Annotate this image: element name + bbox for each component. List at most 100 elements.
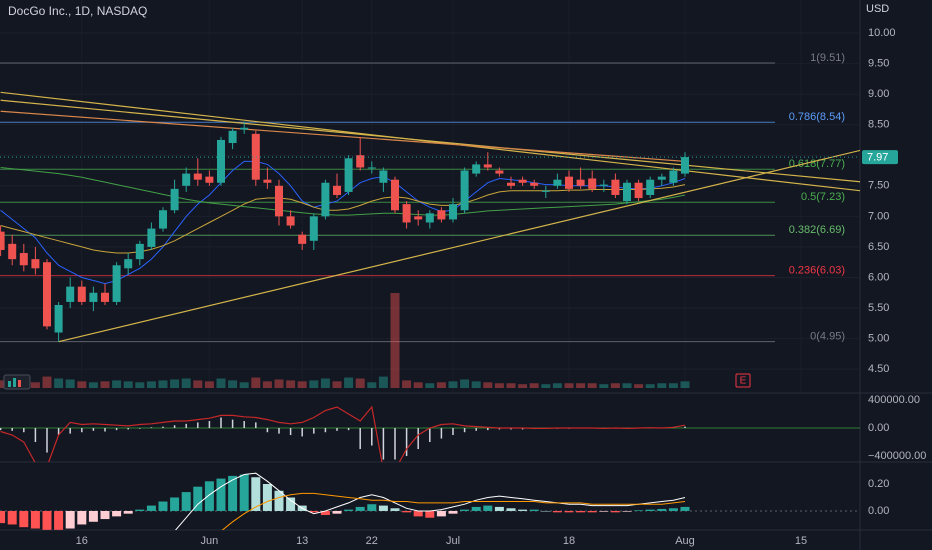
- volume-bar: [622, 383, 632, 388]
- histogram-bar: [127, 428, 129, 430]
- volume-bar: [0, 380, 6, 388]
- volume-bar: [564, 383, 574, 388]
- y-tick-label: 10.00: [868, 27, 896, 39]
- volume-bar: [506, 383, 516, 388]
- candle-body: [31, 259, 40, 269]
- macd-pane: [0, 472, 860, 530]
- volume-bar: [262, 381, 272, 388]
- volume-icon-bar: [18, 380, 21, 387]
- candle-body: [0, 231, 5, 250]
- x-tick-label: 18: [563, 535, 575, 547]
- macd-histogram-bar: [158, 501, 168, 511]
- volume-bar: [170, 379, 180, 388]
- macd-histogram-bar: [228, 475, 238, 511]
- volume-icon[interactable]: [3, 374, 31, 390]
- candle-body: [251, 133, 260, 180]
- candle-body: [135, 243, 144, 260]
- volume-bar: [448, 381, 458, 388]
- candle-body: [402, 204, 411, 223]
- histogram-bar: [452, 428, 454, 436]
- macd-histogram-bar: [30, 510, 40, 529]
- macd-histogram-bar: [193, 486, 203, 511]
- moving-average: [0, 184, 686, 254]
- volume-bar: [680, 381, 690, 388]
- oscillator-line: [0, 405, 686, 462]
- volume-bar: [228, 380, 238, 388]
- earnings-label: E: [740, 376, 747, 387]
- macd-histogram-bar: [413, 510, 423, 517]
- histogram-bar: [301, 428, 303, 437]
- volume-bar: [123, 381, 133, 388]
- volume-bar: [518, 384, 528, 388]
- histogram-bar: [278, 428, 280, 434]
- candle-body: [193, 173, 202, 180]
- y-tick-label: 9.00: [868, 88, 889, 100]
- macd-histogram-bar: [332, 510, 342, 514]
- macd-histogram-bar: [494, 506, 504, 511]
- histogram-bar: [92, 428, 95, 431]
- macd-histogram-bar: [657, 508, 667, 511]
- histogram-bar: [417, 428, 419, 450]
- y-tick-label: 5.00: [868, 333, 889, 345]
- volume-bar: [668, 383, 678, 388]
- y-tick-label: −400000.00: [868, 450, 926, 462]
- x-tick-label: 15: [795, 535, 807, 547]
- candle-body: [634, 182, 643, 199]
- y-tick-label: 0.00: [868, 505, 889, 517]
- candle-body: [541, 190, 550, 192]
- candle-body: [530, 182, 539, 186]
- volume-bar: [541, 384, 551, 388]
- candle-body: [657, 176, 666, 180]
- candle-body: [611, 179, 620, 195]
- volume-bar: [30, 382, 40, 388]
- candle-body: [588, 178, 597, 189]
- macd-histogram-bar: [645, 509, 655, 511]
- histogram-bar: [34, 428, 37, 443]
- volume-bar: [634, 384, 644, 388]
- candle-body: [286, 216, 295, 226]
- macd-histogram-bar: [622, 510, 632, 512]
- volume-bar: [471, 381, 481, 388]
- candle-body: [646, 179, 655, 195]
- candle-body: [437, 210, 446, 220]
- histogram-bar: [359, 428, 361, 450]
- histogram-bar: [487, 428, 489, 431]
- histogram-bar: [11, 428, 13, 431]
- volume-bar: [135, 382, 145, 388]
- volume-bar: [309, 380, 319, 388]
- histogram-bar: [289, 428, 292, 436]
- x-tick-label: 22: [366, 535, 378, 547]
- volume-bar: [483, 382, 493, 388]
- volume-bar: [529, 383, 539, 388]
- macd-histogram-bar: [100, 510, 110, 520]
- macd-histogram-bar: [460, 509, 470, 511]
- candle-body: [356, 155, 365, 168]
- macd-histogram-bar: [506, 508, 516, 511]
- volume-bar: [65, 379, 75, 388]
- candle-body: [182, 173, 191, 186]
- y-tick-label: 0.20: [868, 478, 889, 490]
- macd-histogram-bar: [436, 510, 446, 517]
- macd-line: [174, 472, 686, 530]
- volume-bar: [239, 382, 249, 388]
- candle-body: [449, 204, 457, 220]
- histogram-bar: [405, 428, 408, 457]
- histogram-bar: [371, 428, 373, 446]
- candle-body: [681, 157, 689, 174]
- volume-bar: [42, 376, 52, 388]
- histogram-bar: [81, 428, 83, 433]
- macd-histogram-bar: [54, 510, 64, 530]
- histogram-bar: [243, 421, 245, 429]
- volume-bar: [355, 378, 365, 388]
- volume-icon-frame[interactable]: [3, 374, 31, 390]
- candle-body: [460, 170, 469, 211]
- volume-bar: [100, 381, 110, 388]
- x-tick-label: 16: [76, 535, 88, 547]
- y-tick-label: 9.50: [868, 57, 889, 69]
- histogram-bar: [46, 428, 48, 453]
- macd-histogram-bar: [448, 510, 458, 514]
- x-tick-label: Jun: [201, 535, 219, 547]
- volume-bar: [204, 381, 214, 388]
- x-tick-label: 13: [296, 535, 308, 547]
